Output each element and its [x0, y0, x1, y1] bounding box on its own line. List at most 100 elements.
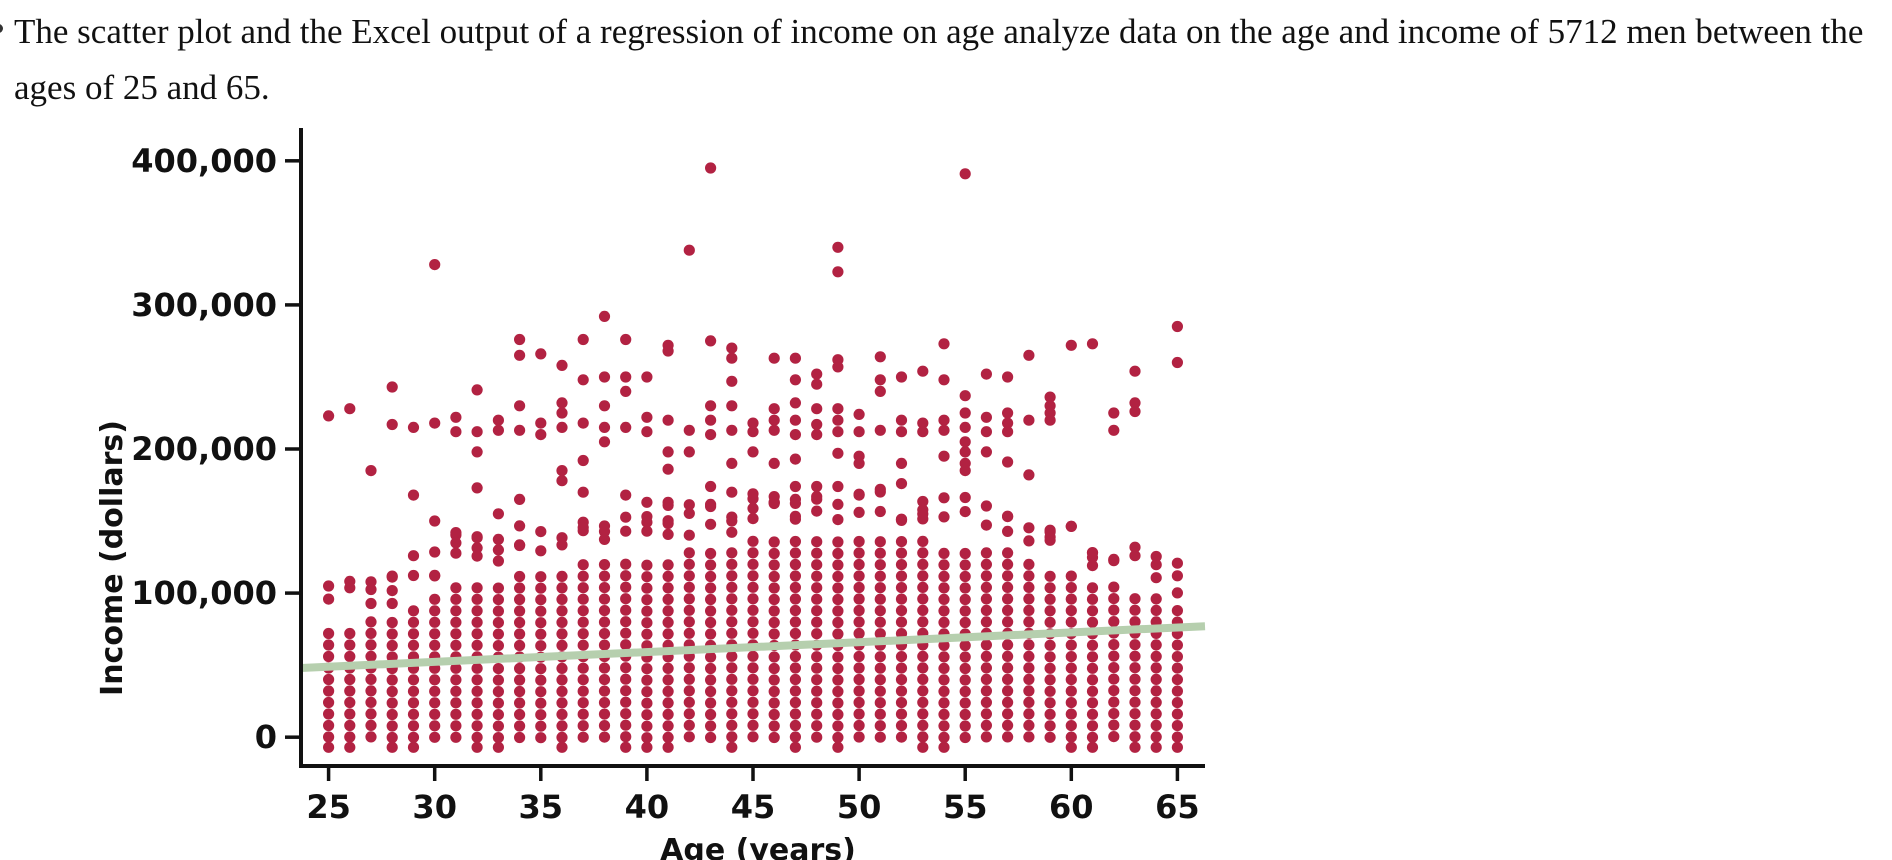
outlier-point	[514, 400, 526, 412]
data-point	[747, 581, 759, 593]
data-point	[471, 741, 483, 753]
outlier-point	[514, 349, 526, 361]
data-point	[1150, 559, 1162, 571]
data-point	[323, 731, 335, 743]
data-point	[1171, 720, 1183, 732]
data-point	[789, 616, 802, 628]
data-point	[407, 605, 420, 617]
data-point	[747, 673, 759, 685]
data-point	[874, 731, 886, 743]
outlier-point	[895, 414, 908, 426]
data-point	[662, 593, 674, 606]
outlier-point	[641, 426, 653, 438]
data-point	[683, 616, 695, 628]
data-point	[1108, 604, 1120, 616]
data-point	[1002, 581, 1014, 594]
data-point	[386, 674, 398, 686]
outlier-point	[768, 414, 780, 426]
data-point	[1150, 650, 1162, 663]
data-point	[1171, 570, 1183, 582]
data-point	[917, 593, 929, 605]
outlier-point	[556, 475, 568, 487]
data-point	[747, 696, 759, 708]
outlier-point	[514, 424, 526, 436]
data-point	[662, 685, 674, 698]
outlier-point	[895, 426, 908, 438]
data-point	[1171, 557, 1183, 569]
data-point	[789, 558, 802, 571]
outlier-point	[895, 478, 908, 490]
data-point	[577, 697, 589, 709]
data-point	[1108, 731, 1120, 743]
data-point	[683, 499, 695, 511]
outlier-point	[641, 496, 653, 508]
data-point	[683, 673, 695, 685]
data-point	[705, 593, 717, 606]
data-point	[1002, 696, 1014, 709]
data-point	[407, 550, 420, 562]
data-point	[1171, 662, 1183, 674]
outlier-point	[620, 421, 632, 433]
data-point	[874, 505, 886, 518]
outlier-point	[1044, 391, 1056, 403]
x-tick-label: 65	[1155, 788, 1200, 826]
data-point	[1129, 696, 1141, 708]
data-point	[577, 662, 589, 674]
data-point	[365, 583, 377, 596]
data-point	[1002, 547, 1014, 559]
data-point	[683, 581, 695, 593]
outlier-point	[768, 491, 780, 503]
data-point	[895, 685, 908, 697]
outlier-point	[620, 333, 632, 346]
data-point	[323, 673, 335, 686]
outlier-point	[959, 446, 971, 458]
data-point	[917, 535, 929, 548]
data-point	[1044, 639, 1056, 651]
data-point	[1065, 685, 1077, 697]
data-point	[705, 605, 717, 617]
data-point	[1002, 639, 1014, 651]
data-point	[1002, 616, 1014, 628]
data-point	[959, 605, 971, 617]
data-point	[1002, 525, 1014, 538]
data-point	[492, 605, 504, 617]
data-point	[514, 593, 526, 606]
data-point	[1023, 673, 1035, 686]
data-point	[874, 570, 886, 582]
outlier-point	[959, 436, 971, 448]
data-point	[620, 719, 632, 731]
data-point	[577, 605, 589, 617]
data-point	[365, 696, 377, 709]
data-point	[556, 639, 568, 652]
data-point	[1044, 674, 1056, 686]
data-point	[1150, 662, 1162, 674]
data-point	[1065, 593, 1077, 605]
outlier-point	[323, 410, 335, 422]
outlier-point	[874, 483, 886, 495]
data-point	[492, 732, 504, 744]
data-point	[641, 697, 653, 709]
data-point	[407, 708, 420, 720]
data-point	[917, 604, 929, 617]
data-point	[535, 674, 547, 686]
data-point	[1171, 697, 1183, 709]
data-point	[344, 731, 356, 743]
data-point	[726, 741, 738, 753]
data-point	[386, 639, 398, 652]
data-point	[429, 685, 441, 697]
data-point	[726, 570, 738, 582]
data-point	[1129, 616, 1141, 628]
data-point	[535, 605, 547, 617]
data-point	[1044, 662, 1056, 674]
data-point	[705, 708, 717, 721]
data-point	[853, 685, 865, 697]
data-point	[747, 719, 759, 731]
data-point	[811, 697, 823, 709]
data-point	[683, 507, 695, 519]
data-point	[471, 639, 483, 651]
data-point	[1023, 685, 1035, 697]
data-point	[1065, 720, 1077, 732]
outlier-point	[938, 450, 950, 462]
data-point	[471, 708, 483, 720]
data-point	[917, 650, 929, 663]
